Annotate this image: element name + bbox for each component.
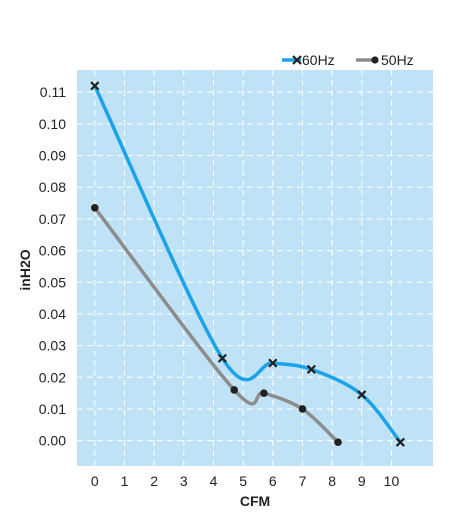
x-axis-title: CFM xyxy=(240,493,270,509)
legend-cross-marker-60hz xyxy=(292,55,302,65)
data-point-50hz xyxy=(334,438,342,447)
y-tick-label: 0.09 xyxy=(39,148,66,164)
y-tick-label: 0.02 xyxy=(39,369,66,385)
x-tick-label: 8 xyxy=(328,473,336,489)
data-point-60hz xyxy=(306,364,316,374)
y-tick-label: 0.06 xyxy=(39,243,66,259)
y-tick-label: 0.08 xyxy=(39,179,66,195)
y-tick-label: 0.00 xyxy=(39,433,66,449)
x-tick-label: 2 xyxy=(150,473,158,489)
data-point-50hz xyxy=(298,405,307,413)
legend: 60Hz 50Hz xyxy=(282,52,414,68)
data-point-50hz xyxy=(91,204,99,212)
data-point-60hz xyxy=(217,353,227,363)
y-tick-label: 0.03 xyxy=(39,338,66,354)
x-tick-label: 1 xyxy=(121,473,129,489)
x-tick-label: 0 xyxy=(91,473,99,489)
series-group xyxy=(90,81,405,447)
legend-dot-marker-50hz xyxy=(371,56,379,64)
grid-lines xyxy=(77,70,433,466)
y-tick-label: 0.11 xyxy=(40,84,66,100)
data-point-60hz xyxy=(395,437,405,447)
x-tick-label: 4 xyxy=(210,473,218,489)
legend-label-50hz: 50Hz xyxy=(381,52,414,68)
data-point-50hz xyxy=(260,389,268,397)
x-tick-label: 6 xyxy=(269,473,277,489)
data-point-60hz xyxy=(268,358,278,368)
plot-area xyxy=(77,70,433,466)
x-tick-label: 10 xyxy=(384,473,400,489)
y-tick-label: 0.10 xyxy=(39,116,66,132)
y-tick-label: 0.05 xyxy=(39,274,66,290)
data-point-60hz xyxy=(357,390,367,400)
legend-label-60hz: 60Hz xyxy=(302,52,335,68)
x-tick-label: 5 xyxy=(239,473,247,489)
x-axis-ticks: 0 1 2 3 4 5 6 7 8 9 10 xyxy=(91,473,400,489)
y-axis-ticks: 0.00 0.01 0.02 0.03 0.04 0.05 0.06 0.07 0.08 0.09… xyxy=(39,84,66,448)
series-line-50hz xyxy=(93,206,340,444)
y-tick-label: 0.07 xyxy=(39,211,66,227)
y-axis-title: inH2O xyxy=(17,249,33,290)
data-point-60hz xyxy=(90,81,100,91)
y-tick-label: 0.04 xyxy=(39,306,66,322)
x-tick-label: 7 xyxy=(299,473,307,489)
x-tick-label: 3 xyxy=(180,473,188,489)
data-point-50hz xyxy=(230,386,239,394)
x-tick-label: 9 xyxy=(358,473,366,489)
y-tick-label: 0.01 xyxy=(39,401,66,417)
